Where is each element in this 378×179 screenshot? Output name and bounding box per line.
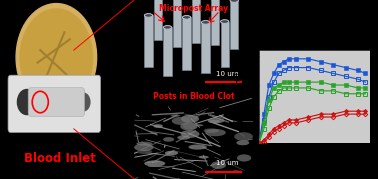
Ellipse shape [204,129,219,133]
Bar [173,0,181,47]
Ellipse shape [180,122,197,130]
Ellipse shape [144,14,153,17]
X-axis label: Time (min): Time (min) [292,158,338,167]
Text: 10 um: 10 um [217,160,239,166]
Bar [144,15,153,67]
Bar [201,22,210,73]
Bar [230,0,239,49]
Text: Magnetic Actuation: Magnetic Actuation [243,5,373,18]
Text: Micropost Array: Micropost Array [159,4,228,13]
Circle shape [76,93,90,111]
Ellipse shape [230,0,239,2]
Ellipse shape [144,160,165,167]
Text: Posts in Blood Clot: Posts in Blood Clot [153,92,234,101]
Text: 10 um: 10 um [217,71,239,77]
Ellipse shape [201,21,210,24]
Ellipse shape [208,120,220,123]
Y-axis label: ASAP ΔF (mT): ASAP ΔF (mT) [235,68,244,125]
Text: Blood Clotting: Blood Clotting [258,144,369,158]
Ellipse shape [183,123,197,129]
Ellipse shape [165,151,178,155]
Ellipse shape [220,20,229,23]
Bar [154,0,162,40]
Ellipse shape [163,137,174,142]
Ellipse shape [172,117,190,125]
Ellipse shape [183,16,191,19]
Bar [163,27,172,76]
Bar [220,21,229,67]
Ellipse shape [181,115,199,123]
Text: Blood Inlet: Blood Inlet [25,152,96,165]
Ellipse shape [211,0,219,1]
Ellipse shape [236,140,249,145]
FancyBboxPatch shape [8,75,101,132]
Ellipse shape [208,118,225,123]
Ellipse shape [205,129,226,136]
Ellipse shape [181,130,200,138]
FancyBboxPatch shape [28,88,85,116]
Ellipse shape [199,156,209,159]
Ellipse shape [195,124,203,126]
Ellipse shape [163,26,172,29]
Circle shape [16,4,97,111]
Circle shape [17,90,36,115]
Ellipse shape [136,149,152,154]
Ellipse shape [177,135,190,140]
Bar [211,0,219,45]
Ellipse shape [188,144,207,150]
Text: in Blood: in Blood [281,38,335,51]
Ellipse shape [237,154,251,162]
Ellipse shape [211,161,226,169]
Bar [192,0,200,43]
Ellipse shape [136,142,152,146]
Circle shape [20,9,93,106]
Ellipse shape [234,132,253,141]
Bar [183,17,191,70]
Ellipse shape [134,144,153,151]
Ellipse shape [171,114,180,117]
Ellipse shape [153,124,163,128]
